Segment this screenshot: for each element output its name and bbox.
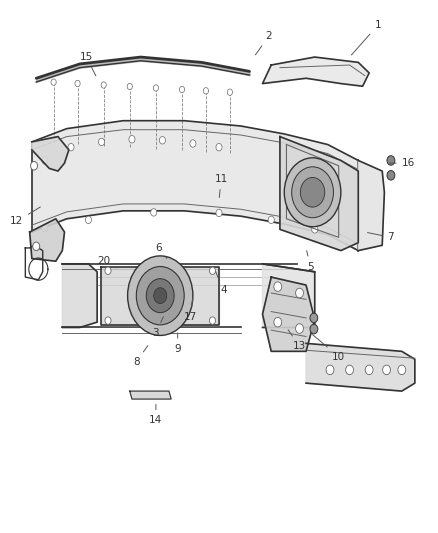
Circle shape [387, 156, 395, 165]
Text: 7: 7 [367, 232, 394, 243]
Polygon shape [358, 160, 385, 251]
Circle shape [310, 324, 318, 334]
Text: 10: 10 [313, 335, 345, 361]
Circle shape [42, 157, 48, 164]
Circle shape [33, 242, 40, 251]
Circle shape [146, 279, 174, 313]
Circle shape [274, 317, 282, 327]
Text: 13: 13 [288, 330, 306, 351]
Circle shape [365, 365, 373, 375]
Circle shape [209, 317, 215, 324]
Circle shape [268, 216, 274, 223]
Polygon shape [62, 264, 97, 327]
Circle shape [99, 138, 105, 146]
Text: 4: 4 [215, 272, 226, 295]
Circle shape [296, 324, 304, 333]
Polygon shape [262, 277, 315, 351]
Text: 12: 12 [10, 207, 40, 227]
Text: 11: 11 [215, 174, 228, 197]
Circle shape [326, 365, 334, 375]
Polygon shape [262, 264, 315, 327]
Text: 3: 3 [152, 317, 163, 338]
Circle shape [190, 140, 196, 147]
Circle shape [105, 317, 111, 324]
Circle shape [159, 136, 166, 144]
Text: 20: 20 [97, 256, 117, 268]
Circle shape [398, 365, 406, 375]
Circle shape [274, 282, 282, 292]
Polygon shape [306, 343, 415, 391]
Circle shape [292, 167, 333, 217]
Circle shape [31, 161, 38, 170]
Circle shape [203, 87, 208, 94]
Circle shape [51, 79, 56, 85]
Circle shape [387, 171, 395, 180]
Polygon shape [30, 219, 64, 261]
Circle shape [383, 365, 391, 375]
Circle shape [227, 89, 233, 95]
Circle shape [105, 267, 111, 274]
Circle shape [153, 85, 159, 91]
Circle shape [127, 83, 132, 90]
Polygon shape [262, 57, 369, 86]
Circle shape [209, 267, 215, 274]
Text: 8: 8 [133, 346, 148, 367]
Circle shape [312, 225, 318, 233]
Text: 17: 17 [184, 298, 198, 322]
Circle shape [68, 143, 74, 151]
Polygon shape [280, 136, 358, 251]
Circle shape [136, 266, 184, 325]
Circle shape [75, 80, 80, 87]
Circle shape [42, 224, 48, 232]
Circle shape [216, 143, 222, 151]
Circle shape [310, 313, 318, 322]
Polygon shape [32, 136, 69, 171]
Text: 6: 6 [155, 243, 167, 259]
Circle shape [154, 288, 167, 304]
Circle shape [101, 82, 106, 88]
Circle shape [180, 86, 185, 93]
Circle shape [151, 209, 157, 216]
Text: 16: 16 [389, 158, 415, 168]
Polygon shape [102, 266, 219, 325]
Circle shape [129, 135, 135, 143]
Text: 15: 15 [80, 52, 96, 76]
Circle shape [85, 216, 92, 223]
Circle shape [346, 365, 353, 375]
Text: 14: 14 [149, 405, 162, 425]
Text: 1: 1 [351, 20, 381, 55]
Text: 9: 9 [174, 333, 181, 354]
Circle shape [127, 256, 193, 335]
Circle shape [296, 288, 304, 298]
Text: 5: 5 [307, 251, 314, 271]
Circle shape [216, 209, 222, 216]
Polygon shape [130, 391, 171, 399]
Text: 2: 2 [255, 31, 272, 55]
Circle shape [284, 158, 341, 227]
Circle shape [300, 177, 325, 207]
